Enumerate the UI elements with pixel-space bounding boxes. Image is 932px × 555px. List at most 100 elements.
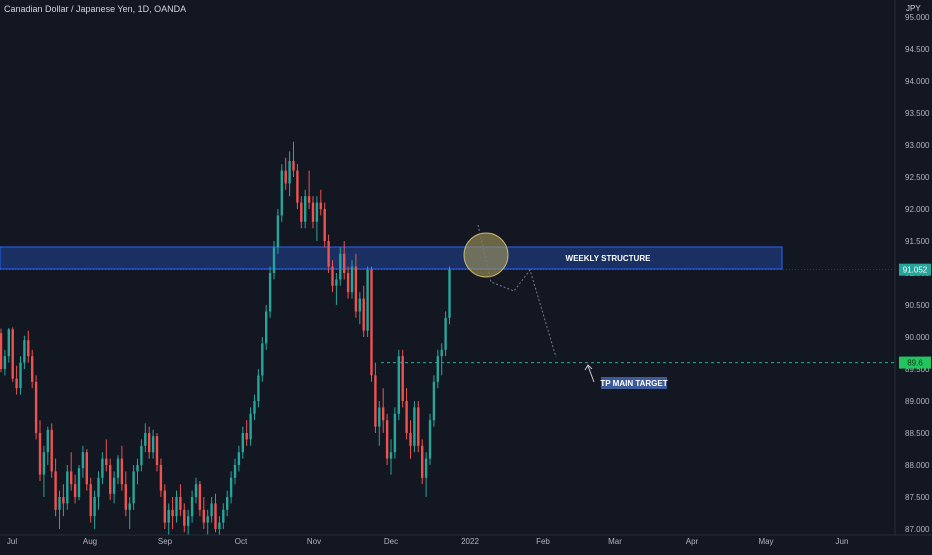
zone-rect[interactable] [0, 246, 783, 270]
candle-body [132, 471, 135, 504]
candle-body [382, 407, 385, 421]
candle-body [155, 436, 159, 465]
candle-body [405, 401, 408, 433]
y-tick-label: 94.000 [905, 77, 930, 86]
candle-body [288, 161, 291, 184]
candle-body [428, 420, 432, 459]
candle-body [401, 356, 404, 401]
candle-body [101, 458, 104, 478]
candle-body [292, 161, 295, 171]
y-tick-label: 90.500 [905, 301, 930, 310]
candle-body [440, 349, 443, 357]
candle-body [432, 381, 436, 421]
candle-body [226, 497, 229, 510]
target-price-label: 89.6 [907, 359, 923, 368]
y-tick-label: 87.000 [905, 525, 930, 534]
candle-body [245, 433, 248, 440]
candle-body [159, 465, 163, 491]
weekly-structure-zone[interactable]: WEEKLY STRUCTURE [0, 246, 783, 270]
candle-body [179, 497, 182, 510]
symbol-title[interactable]: Canadian Dollar / Japanese Yen, 1D, OAND… [4, 4, 187, 14]
candle-body [319, 202, 322, 209]
candle-body [19, 362, 22, 389]
candle-body [300, 202, 303, 222]
candle-body [163, 490, 166, 523]
candle-body [237, 452, 241, 465]
x-tick-label: Oct [235, 537, 248, 546]
x-tick-label: Jun [836, 537, 849, 546]
candle-body [97, 477, 100, 497]
target-arrow-head [584, 364, 593, 371]
candle-body [253, 401, 256, 414]
candle-body [58, 497, 61, 510]
candle-body [140, 445, 143, 465]
target-arrow[interactable] [587, 365, 595, 383]
candle-body [354, 266, 358, 312]
y-tick-label: 89.500 [905, 365, 930, 374]
candle-body [343, 253, 346, 273]
target-label-box[interactable] [601, 377, 667, 389]
last-price-badge [899, 263, 931, 276]
candle-body [272, 247, 276, 273]
candle-body [151, 436, 155, 453]
zone-label: WEEKLY STRUCTURE [566, 254, 652, 263]
candle-body [393, 413, 397, 453]
y-tick-label: 92.500 [905, 173, 930, 182]
candle-body [144, 433, 147, 446]
x-tick-label: Nov [307, 537, 321, 546]
candle-body [397, 356, 400, 414]
highlight-circle[interactable] [463, 232, 509, 278]
x-tick-label: Apr [686, 537, 699, 546]
candle-body [444, 317, 447, 350]
drawings-layer[interactable]: TP MAIN TARGET [0, 224, 895, 389]
candle-body [284, 170, 287, 184]
candle-body [175, 497, 178, 517]
price-axis[interactable]: 87.000 87.500 88.000 88.500 89.000 89.500 90.0… [894, 0, 932, 550]
candle-body [385, 420, 389, 459]
candle-body [62, 497, 65, 504]
candle-body [81, 452, 85, 469]
candle-body [370, 269, 373, 376]
candle-body [358, 298, 361, 312]
candle-body [389, 452, 393, 459]
candle-body [194, 484, 198, 497]
x-tick-label: Feb [536, 537, 550, 546]
y-tick-label: 92.000 [905, 205, 930, 214]
candle-body [233, 465, 237, 478]
candle-body [136, 465, 139, 472]
x-tick-label: 2022 [461, 537, 479, 546]
y-tick-label: 93.500 [905, 109, 930, 118]
candle-body [448, 269, 451, 318]
candle-body [229, 477, 233, 497]
candle-body [276, 215, 280, 248]
candle-body [315, 202, 319, 222]
candle-body [128, 503, 131, 510]
candle-body [34, 381, 38, 433]
candle-body [171, 509, 174, 517]
y-tick-label: 88.000 [905, 461, 930, 470]
time-axis[interactable]: Jul Aug Sep Oct Nov Dec 2022 Feb Mar Apr May Jun [0, 534, 932, 546]
candle-body [42, 452, 46, 475]
candle-body [112, 477, 116, 494]
candle-body [350, 266, 354, 293]
candle-body [187, 516, 190, 526]
candle-body [38, 433, 42, 475]
candle-body [50, 429, 53, 472]
candle-body [409, 433, 412, 446]
candle-body [210, 503, 213, 517]
currency-label: JPY [906, 4, 921, 13]
candle-body [268, 273, 272, 312]
candle-body [241, 433, 244, 453]
candle-body [206, 516, 209, 523]
candle-body [366, 269, 369, 331]
candle-body [15, 378, 18, 389]
candle-body [0, 333, 3, 369]
x-tick-label: Aug [83, 537, 97, 546]
candle-body [93, 497, 96, 517]
candle-body [413, 407, 416, 446]
candle-body [249, 413, 252, 440]
candle-body [261, 343, 264, 376]
candle-body [378, 407, 381, 427]
